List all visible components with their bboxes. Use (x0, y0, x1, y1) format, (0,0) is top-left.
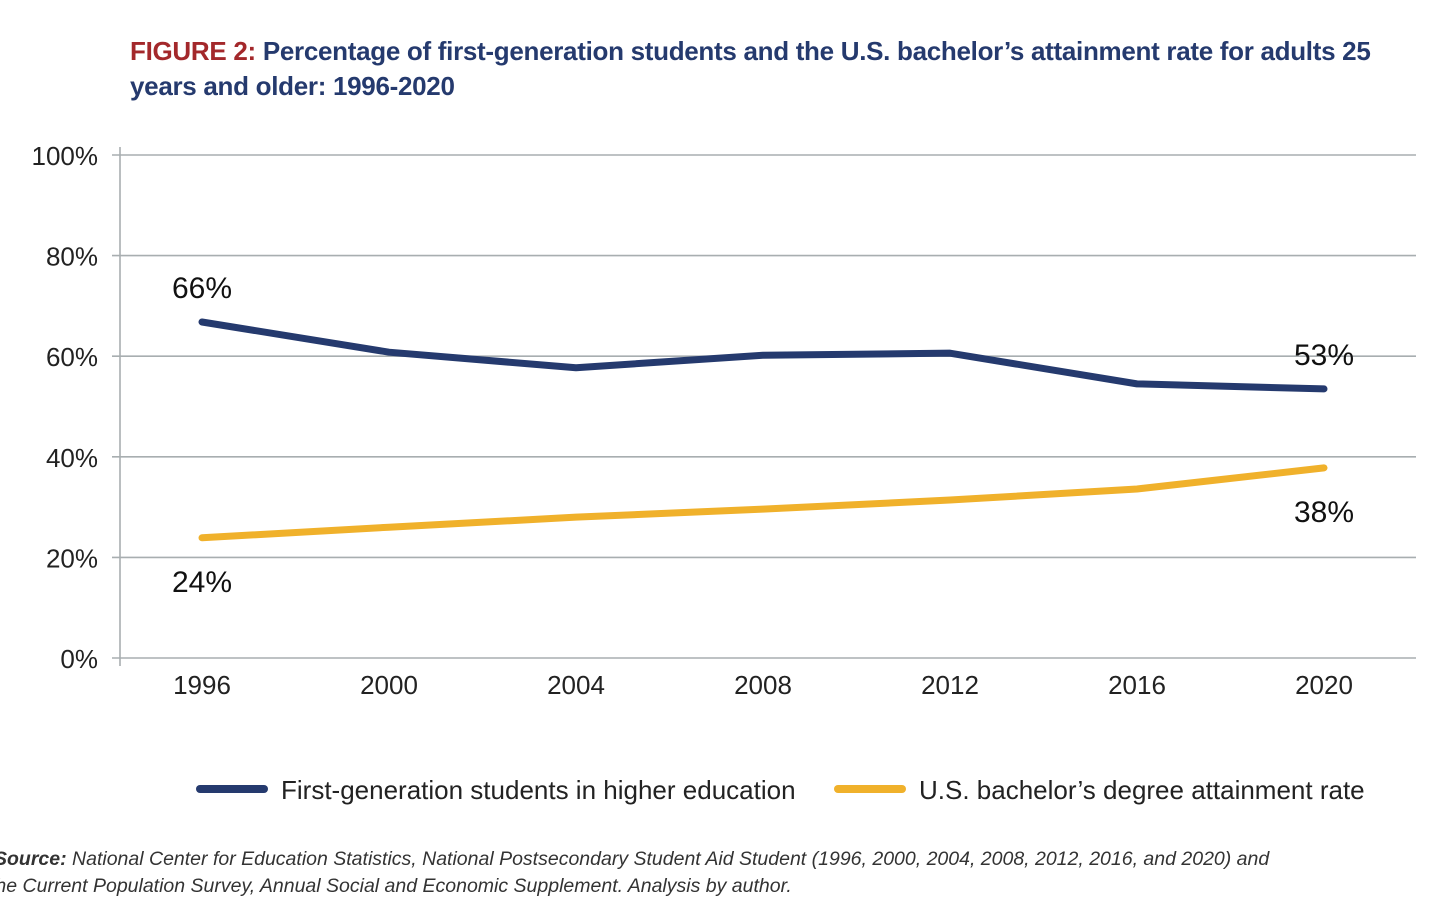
x-tick-label: 2012 (921, 670, 979, 700)
line-chart: 0% 20% 40% 60% 80% 100% 1996 2000 2004 2008 2012 20… (32, 141, 1416, 805)
x-tick-label: 2004 (547, 670, 605, 700)
y-tick-label: 80% (46, 242, 98, 272)
x-tick-label: 2000 (360, 670, 418, 700)
y-tick-label: 20% (46, 543, 98, 573)
data-label: 38% (1294, 496, 1354, 529)
y-tick-label: 100% (32, 141, 99, 171)
data-label: 66% (172, 272, 232, 305)
data-label: 53% (1294, 339, 1354, 372)
x-tick-label: 2008 (734, 670, 792, 700)
figure-number: FIGURE 2: (130, 36, 256, 66)
x-tick-label: 1996 (173, 670, 231, 700)
y-tick-label: 40% (46, 443, 98, 473)
figure-title: FIGURE 2: Percentage of first-generation… (130, 34, 1430, 104)
source-line-1: National Center for Education Statistics… (72, 848, 1270, 870)
legend-label: U.S. bachelor’s degree attainment rate (919, 775, 1365, 805)
series-line-2 (198, 464, 1328, 542)
x-tick-label: 2020 (1295, 670, 1353, 700)
x-tick-label: 2016 (1108, 670, 1166, 700)
source-label: Source: (0, 848, 67, 870)
data-label: 24% (172, 566, 232, 599)
source-note: Source: National Center for Education St… (0, 846, 1456, 900)
figure-title-text: Percentage of first-generation students … (130, 36, 1371, 101)
source-line-2: the Current Population Survey, Annual So… (0, 875, 792, 897)
y-tick-label: 0% (60, 644, 98, 674)
legend-label: First-generation students in higher educ… (281, 775, 796, 805)
y-tick-label: 60% (46, 342, 98, 372)
